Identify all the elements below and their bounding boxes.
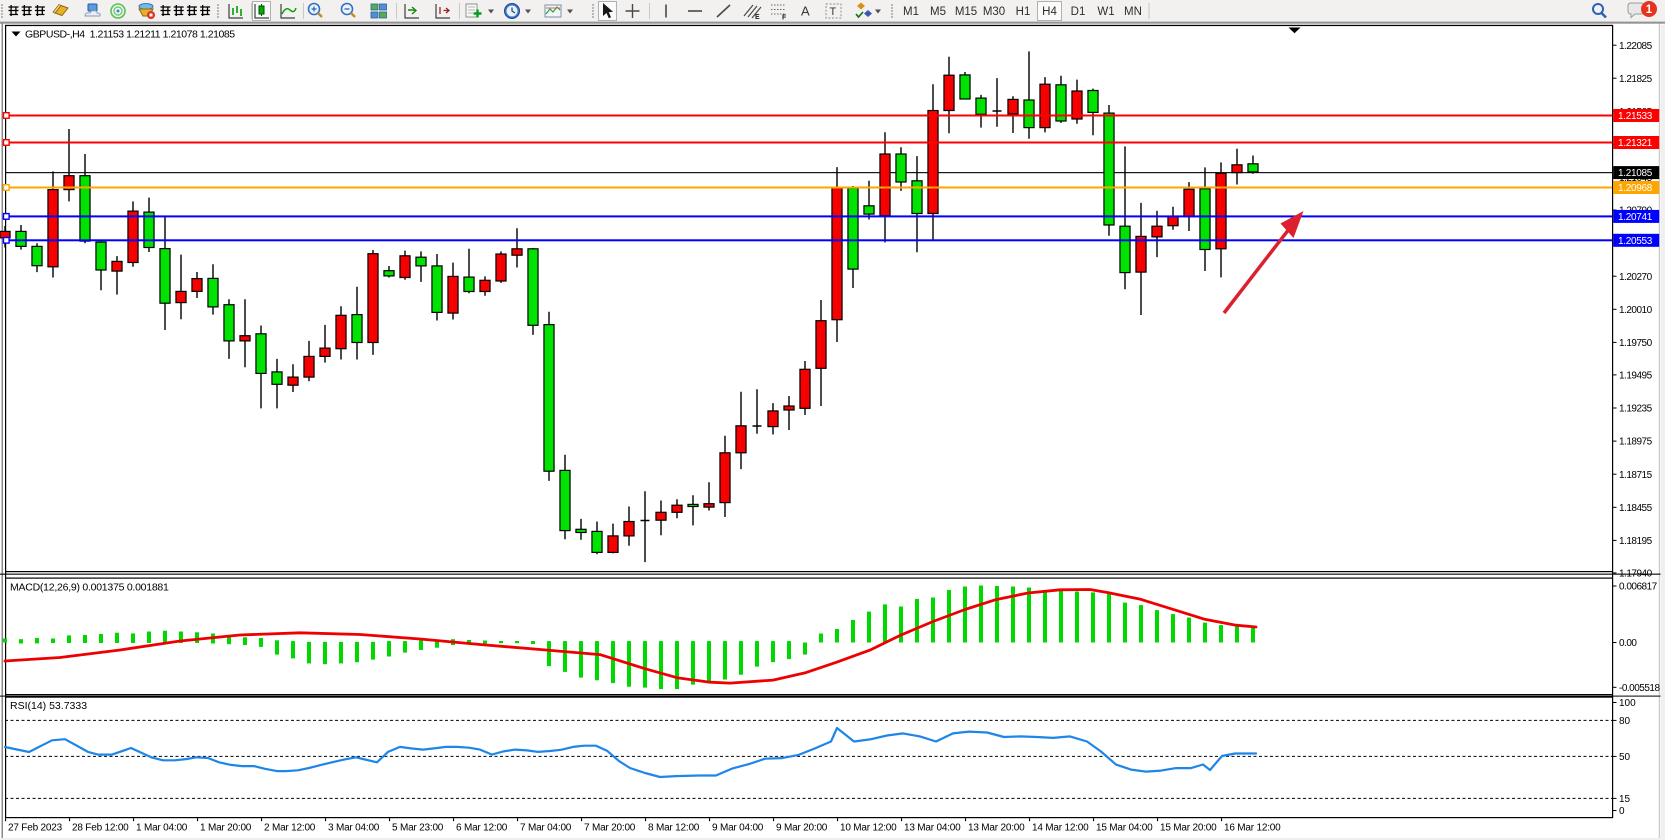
svg-text:1 Mar 04:00: 1 Mar 04:00	[136, 823, 188, 834]
svg-text:1.19495: 1.19495	[1619, 371, 1653, 382]
svg-text:MN: MN	[1124, 6, 1142, 18]
svg-text:M5: M5	[930, 6, 946, 18]
svg-text:6 Mar 12:00: 6 Mar 12:00	[456, 823, 508, 834]
svg-text:GBPUSD-,H4 1.21153 1.21211 1.: GBPUSD-,H4 1.21153 1.21211 1.21078 1.210…	[25, 29, 235, 41]
svg-text:1.18715: 1.18715	[1619, 470, 1653, 481]
svg-text:7 Mar 04:00: 7 Mar 04:00	[520, 823, 572, 834]
svg-text:F: F	[782, 15, 787, 22]
svg-text:50: 50	[1619, 752, 1631, 763]
svg-text:27 Feb 2023: 27 Feb 2023	[8, 823, 63, 834]
svg-text:1.20553: 1.20553	[1618, 236, 1653, 247]
svg-text:RSI(14) 53.7333: RSI(14) 53.7333	[10, 700, 87, 712]
svg-text:2 Mar 12:00: 2 Mar 12:00	[264, 823, 316, 834]
svg-text:28 Feb 12:00: 28 Feb 12:00	[72, 823, 129, 834]
svg-text:16 Mar 12:00: 16 Mar 12:00	[1224, 823, 1281, 834]
svg-text:1.22085: 1.22085	[1619, 41, 1653, 52]
svg-text:1.20270: 1.20270	[1619, 272, 1653, 283]
svg-text:0: 0	[1619, 806, 1625, 817]
svg-text:13 Mar 20:00: 13 Mar 20:00	[968, 823, 1025, 834]
svg-text:1.21085: 1.21085	[1618, 168, 1653, 179]
svg-text:1.20010: 1.20010	[1619, 305, 1653, 316]
svg-text:9 Mar 20:00: 9 Mar 20:00	[776, 823, 828, 834]
svg-text:1.17940: 1.17940	[1619, 569, 1653, 580]
svg-text:D1: D1	[1071, 6, 1086, 18]
svg-text:15: 15	[1619, 794, 1631, 805]
svg-text:1.19235: 1.19235	[1619, 404, 1653, 415]
svg-text:M1: M1	[903, 6, 919, 18]
svg-text:10 Mar 12:00: 10 Mar 12:00	[840, 823, 897, 834]
svg-text:1.21533: 1.21533	[1618, 111, 1653, 122]
svg-text:1: 1	[1646, 4, 1653, 16]
svg-text:1.21321: 1.21321	[1618, 138, 1653, 149]
svg-text:M30: M30	[983, 6, 1005, 18]
svg-text:1 Mar 20:00: 1 Mar 20:00	[200, 823, 252, 834]
svg-text:M15: M15	[955, 6, 977, 18]
svg-text:5 Mar 23:00: 5 Mar 23:00	[392, 823, 444, 834]
svg-text:1.18195: 1.18195	[1619, 536, 1653, 547]
svg-text:1.19750: 1.19750	[1619, 338, 1653, 349]
svg-text:100: 100	[1619, 698, 1636, 709]
svg-text:MACD(12,26,9) 0.001375 0.00188: MACD(12,26,9) 0.001375 0.001881	[10, 582, 169, 594]
svg-text:A: A	[801, 4, 810, 19]
svg-text:1.20741: 1.20741	[1618, 212, 1653, 223]
svg-text:14 Mar 12:00: 14 Mar 12:00	[1032, 823, 1089, 834]
svg-text:15 Mar 20:00: 15 Mar 20:00	[1160, 823, 1217, 834]
svg-text:7 Mar 20:00: 7 Mar 20:00	[584, 823, 636, 834]
svg-text:H1: H1	[1016, 6, 1031, 18]
svg-text:T: T	[830, 6, 837, 18]
svg-text:15 Mar 04:00: 15 Mar 04:00	[1096, 823, 1153, 834]
svg-text:-0.005518: -0.005518	[1619, 683, 1660, 694]
svg-text:W1: W1	[1097, 6, 1114, 18]
svg-text:1.21825: 1.21825	[1619, 74, 1653, 85]
svg-text:80: 80	[1619, 716, 1631, 727]
svg-text:H4: H4	[1042, 6, 1057, 18]
svg-text:1.18975: 1.18975	[1619, 437, 1653, 448]
svg-text:0.006817: 0.006817	[1619, 582, 1658, 593]
svg-text:E: E	[755, 14, 760, 21]
svg-text:0.00: 0.00	[1619, 638, 1637, 649]
svg-text:13 Mar 04:00: 13 Mar 04:00	[904, 823, 961, 834]
svg-text:3 Mar 04:00: 3 Mar 04:00	[328, 823, 380, 834]
svg-text:8 Mar 12:00: 8 Mar 12:00	[648, 823, 700, 834]
svg-text:1.18455: 1.18455	[1619, 503, 1653, 514]
svg-text:1.20968: 1.20968	[1618, 183, 1653, 194]
svg-text:9 Mar 04:00: 9 Mar 04:00	[712, 823, 764, 834]
